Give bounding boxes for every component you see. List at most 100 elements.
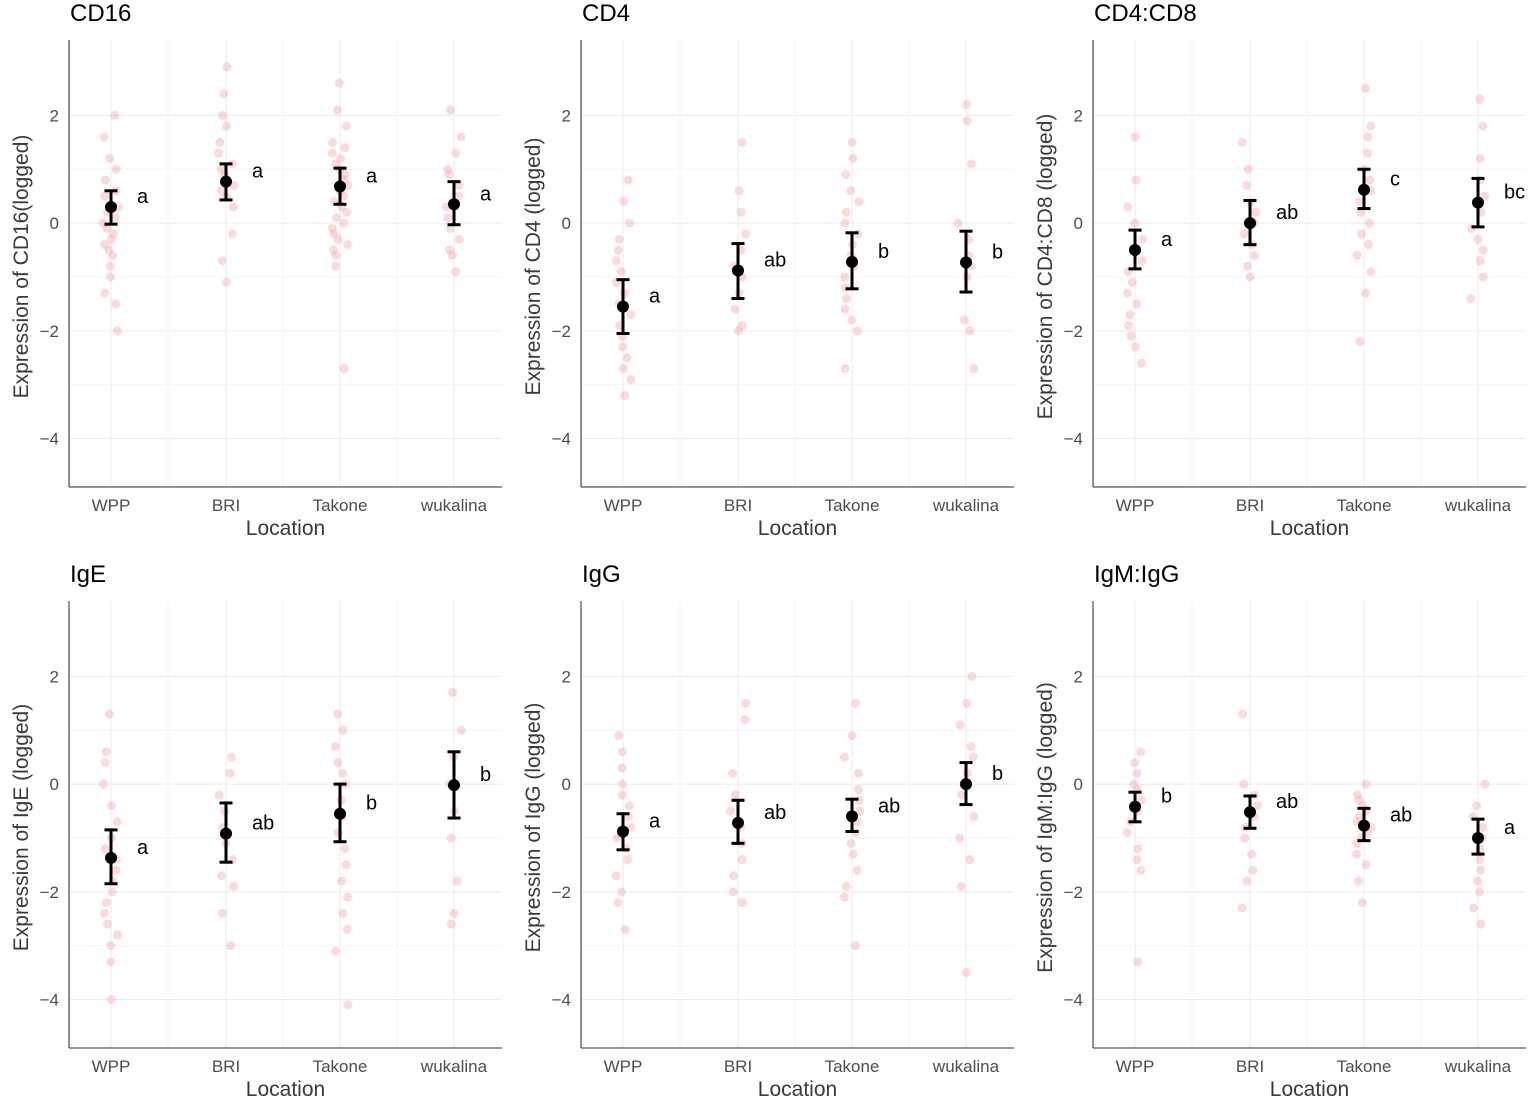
mean-point <box>220 175 232 188</box>
data-point <box>1251 207 1261 217</box>
data-point <box>1360 83 1370 93</box>
y-tick-label: 0 <box>562 775 571 794</box>
significance-letter: bc <box>1504 182 1525 204</box>
data-point <box>227 229 237 239</box>
mean-point <box>846 810 858 823</box>
x-tick-label: BRI <box>212 496 240 515</box>
y-tick-label: 0 <box>1074 214 1083 233</box>
x-axis-title: Location <box>1270 517 1349 540</box>
data-point <box>613 245 623 255</box>
data-point <box>614 731 624 741</box>
significance-letter: a <box>252 161 264 183</box>
data-point <box>328 245 338 255</box>
data-point <box>1131 175 1141 185</box>
data-point <box>741 229 751 239</box>
data-point <box>734 186 744 196</box>
data-point <box>451 267 461 277</box>
significance-letter: c <box>1390 169 1400 191</box>
data-point <box>969 364 979 374</box>
data-point <box>1243 164 1253 174</box>
data-point <box>1136 865 1146 875</box>
data-point <box>1472 801 1482 811</box>
data-point <box>737 320 747 330</box>
data-point <box>111 164 121 174</box>
data-point <box>330 741 340 751</box>
data-point <box>965 855 975 865</box>
panel-5: −4 −2 0 2 WPP BRI Takone wukalina IgM:IgG Locatio… <box>1034 561 1526 1101</box>
data-point <box>611 871 621 881</box>
data-point <box>1122 828 1132 838</box>
panel-title: IgE <box>70 561 106 588</box>
data-point <box>217 256 227 266</box>
data-point <box>113 930 123 940</box>
y-tick-label: 2 <box>50 667 59 686</box>
mean-point <box>1472 196 1484 209</box>
significance-letter: a <box>649 286 661 308</box>
data-point <box>331 250 341 260</box>
data-point <box>1132 768 1142 778</box>
data-point <box>1366 267 1376 277</box>
data-point <box>100 908 110 918</box>
data-point <box>1475 94 1485 104</box>
y-tick-label: −2 <box>552 322 571 341</box>
data-point <box>1252 801 1262 811</box>
data-point <box>105 261 115 271</box>
data-point <box>454 191 464 201</box>
x-tick-label: Takone <box>825 1057 880 1076</box>
data-point <box>327 223 337 233</box>
data-point <box>1476 865 1486 875</box>
data-point <box>446 919 456 929</box>
data-point <box>222 62 232 72</box>
data-point <box>443 213 453 223</box>
data-point <box>619 197 629 207</box>
data-point <box>100 758 110 768</box>
data-point <box>1354 795 1364 805</box>
data-point <box>1237 137 1247 147</box>
data-point <box>623 175 633 185</box>
data-point <box>110 110 120 120</box>
data-point <box>329 229 339 239</box>
data-point <box>1357 229 1367 239</box>
data-point <box>336 153 346 163</box>
x-tick-label: Takone <box>313 496 368 515</box>
x-axis-title: Location <box>246 517 325 540</box>
y-axis-title: Expression of IgG (logged) <box>522 703 545 953</box>
mean-point <box>1129 244 1141 257</box>
y-axis-title: Expression of IgE (logged) <box>10 704 33 951</box>
data-point <box>332 709 342 719</box>
data-point <box>961 968 971 978</box>
significance-letter: b <box>1161 786 1172 808</box>
data-point <box>851 941 861 951</box>
x-axis-title: Location <box>758 517 837 540</box>
data-point <box>840 304 850 314</box>
x-tick-label: wukalina <box>420 1057 488 1076</box>
y-tick-label: 0 <box>562 214 571 233</box>
x-tick-label: Takone <box>1337 496 1392 515</box>
x-tick-label: BRI <box>1236 496 1264 515</box>
y-tick-label: 0 <box>50 775 59 794</box>
x-tick-label: WPP <box>604 496 643 515</box>
data-point <box>339 191 349 201</box>
data-point <box>847 731 857 741</box>
data-point <box>228 202 238 212</box>
y-tick-label: −4 <box>40 991 59 1010</box>
data-point <box>1248 865 1258 875</box>
data-point <box>1357 898 1367 908</box>
data-point <box>955 833 965 843</box>
data-point <box>852 865 862 875</box>
data-point <box>626 310 636 320</box>
panel-0: −4 −2 0 2 WPP BRI Takone wukalina CD16 Location Ex… <box>10 0 502 540</box>
data-point <box>961 698 971 708</box>
panel-title: IgM:IgG <box>1094 561 1179 588</box>
significance-letter: ab <box>764 250 786 272</box>
significance-letter: ab <box>764 802 786 824</box>
data-point <box>100 175 110 185</box>
data-point <box>1237 903 1247 913</box>
data-point <box>227 752 237 762</box>
data-point <box>106 801 116 811</box>
data-point <box>1123 202 1133 212</box>
x-tick-label: WPP <box>92 496 131 515</box>
data-point <box>1130 132 1140 142</box>
data-point <box>106 957 116 967</box>
